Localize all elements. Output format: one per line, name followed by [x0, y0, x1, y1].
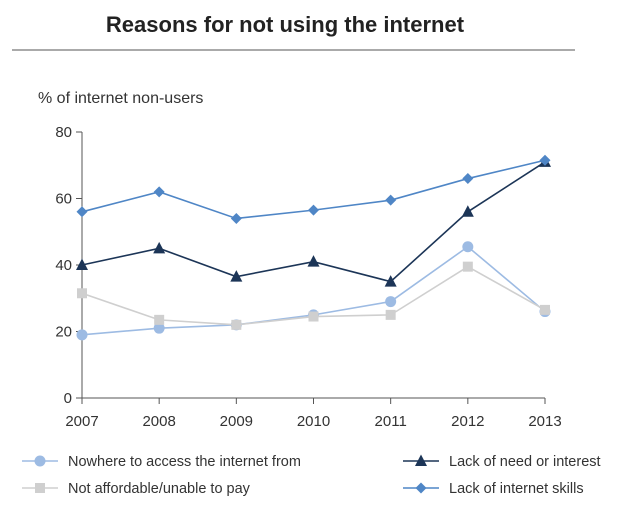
- series-lack-of-need-or-interest-marker: [461, 205, 474, 217]
- legend-item-lack-of-need-or-interest: Lack of need or interest: [403, 454, 601, 470]
- y-tick-label: 40: [55, 257, 72, 274]
- series-lack-of-internet-skills-marker: [539, 154, 551, 166]
- series-lack-of-need-or-interest-marker: [230, 270, 243, 282]
- series-lack-of-internet-skills-marker: [308, 204, 319, 216]
- series-lack-of-internet-skills: [76, 154, 551, 224]
- x-tick-label: 2013: [528, 413, 561, 430]
- series-lack-of-internet-skills-marker: [230, 212, 242, 224]
- series-lack-of-internet-skills-marker: [153, 186, 165, 198]
- legend-not-affordable-unable-to-pay-marker: [35, 483, 45, 493]
- series-lack-of-need-or-interest-marker: [76, 258, 88, 270]
- legend-label: Lack of internet skills: [449, 481, 584, 497]
- legend-label: Not affordable/unable to pay: [68, 481, 251, 497]
- series-not-affordable-unable-to-pay-marker: [462, 261, 473, 272]
- series-not-affordable-unable-to-pay-marker: [308, 311, 319, 322]
- y-tick-label: 60: [55, 191, 72, 208]
- series-nowhere-to-access-the-internet-from-marker: [76, 329, 88, 341]
- series-not-affordable-unable-to-pay: [77, 261, 550, 330]
- x-tick-label: 2008: [142, 413, 175, 430]
- legend-label: Lack of need or interest: [449, 454, 601, 470]
- series-layer: [76, 154, 551, 341]
- chart-title: Reasons for not using the internet: [106, 12, 465, 37]
- legend: Nowhere to access the internet from Not a…: [22, 454, 601, 497]
- y-tick-label: 0: [64, 390, 72, 407]
- series-lack-of-need-or-interest-marker: [384, 275, 397, 287]
- legend-label: Nowhere to access the internet from: [68, 454, 301, 470]
- series-not-affordable-unable-to-pay-marker: [154, 314, 165, 325]
- legend-lack-of-need-or-interest-marker: [415, 454, 427, 466]
- series-lack-of-internet-skills-marker: [385, 194, 397, 206]
- axes: 0 20 40 60 80 2007 2008 2009 2010 2011 2012 2013: [55, 124, 561, 430]
- x-tick-label: 2007: [65, 413, 98, 430]
- series-not-affordable-unable-to-pay-marker: [385, 309, 396, 320]
- series-lack-of-internet-skills-marker: [462, 173, 474, 185]
- series-not-affordable-unable-to-pay-marker: [231, 319, 242, 330]
- legend-lack-of-internet-skills-marker: [415, 482, 427, 494]
- legend-item-nowhere-to-access-the-internet-from: Nowhere to access the internet from: [22, 454, 301, 470]
- y-tick-label: 80: [55, 124, 72, 141]
- series-lack-of-internet-skills-marker: [76, 206, 88, 218]
- series-nowhere-to-access-the-internet-from-marker: [462, 241, 474, 253]
- series-lack-of-need-or-interest-marker: [307, 255, 320, 267]
- series-not-affordable-unable-to-pay-marker: [77, 288, 87, 299]
- series-nowhere-to-access-the-internet-from-marker: [153, 322, 165, 334]
- x-tick-label: 2011: [375, 413, 407, 430]
- x-tick-label: 2012: [451, 413, 484, 430]
- legend-item-not-affordable-unable-to-pay: Not affordable/unable to pay: [22, 481, 251, 497]
- x-tick-label: 2009: [220, 413, 253, 430]
- legend-item-lack-of-internet-skills: Lack of internet skills: [403, 481, 584, 497]
- x-tick-label: 2010: [297, 413, 330, 430]
- y-tick-label: 20: [55, 324, 72, 341]
- series-not-affordable-unable-to-pay-marker: [540, 304, 550, 315]
- series-nowhere-to-access-the-internet-from-marker: [385, 296, 397, 308]
- series-lack-of-need-or-interest: [76, 155, 551, 287]
- series-lack-of-need-or-interest-marker: [153, 241, 166, 254]
- y-axis-label: % of internet non-users: [38, 90, 203, 107]
- legend-nowhere-to-access-the-internet-from-marker: [34, 455, 46, 467]
